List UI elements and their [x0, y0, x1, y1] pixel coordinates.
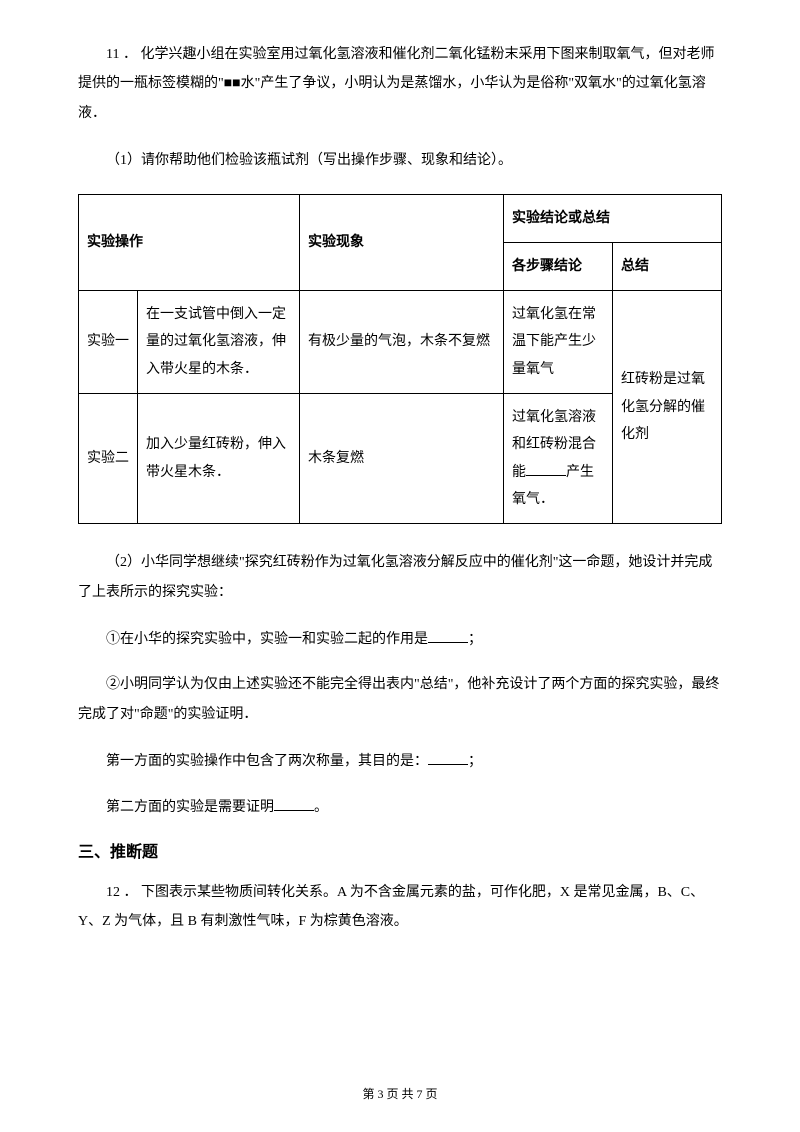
row1-op: 在一支试管中倒入一定量的过氧化氢溶液，伸入带火星的木条．	[138, 291, 300, 394]
q11-sub2-first-a: 第一方面的实验操作中包含了两次称量，其目的是：	[106, 754, 428, 769]
header-op: 实验操作	[79, 194, 300, 291]
blank-fill	[274, 796, 314, 811]
table-header-row: 实验操作 实验现象 实验结论或总结	[79, 194, 722, 242]
q11-sub2-first: 第一方面的实验操作中包含了两次称量，其目的是： ；	[78, 747, 722, 776]
header-summary: 总结	[613, 242, 722, 290]
q11-sub1: （1）请你帮助他们检验该瓶试剂（写出操作步骤、现象和结论）。	[78, 146, 722, 175]
q11-sub2-second-b: 。	[314, 800, 328, 815]
q11-sub2-first-b: ；	[468, 754, 482, 769]
row2-op: 加入少量红砖粉，伸入带火星木条．	[138, 394, 300, 524]
experiment-table: 实验操作 实验现象 实验结论或总结 各步骤结论 总结 实验一 在一支试管中倒入一…	[78, 194, 722, 525]
row2-label: 实验二	[79, 394, 138, 524]
page-container: 11 ． 化学兴趣小组在实验室用过氧化氢溶液和催化剂二氧化锰粉末采用下图来制取氧…	[0, 0, 800, 1132]
section3-heading: 三、推断题	[78, 838, 722, 862]
q11-sub2-item1-a: ①在小华的探究实验中，实验一和实验二起的作用是	[106, 632, 428, 647]
rows-summary: 红砖粉是过氧化氢分解的催化剂	[613, 291, 722, 524]
header-step-conc: 各步骤结论	[504, 242, 613, 290]
header-conclusion-group: 实验结论或总结	[504, 194, 722, 242]
row1-phenom: 有极少量的气泡，木条不复燃	[300, 291, 504, 394]
q11-intro: 11 ． 化学兴趣小组在实验室用过氧化氢溶液和催化剂二氧化锰粉末采用下图来制取氧…	[78, 40, 722, 128]
blank-fill	[428, 628, 468, 643]
row1-label: 实验一	[79, 291, 138, 394]
header-phenom: 实验现象	[300, 194, 504, 291]
table-row: 实验一 在一支试管中倒入一定量的过氧化氢溶液，伸入带火星的木条． 有极少量的气泡…	[79, 291, 722, 394]
page-footer: 第 3 页 共 7 页	[0, 1085, 800, 1102]
q11-sub2-second-a: 第二方面的实验是需要证明	[106, 800, 274, 815]
blank-fill	[428, 750, 468, 765]
q11-sub2-item1: ①在小华的探究实验中，实验一和实验二起的作用是 ；	[78, 625, 722, 654]
blank-fill	[526, 461, 566, 476]
row2-step-conc: 过氧化氢溶液和红砖粉混合能产生氧气．	[504, 394, 613, 524]
q11-sub2-item1-b: ；	[468, 632, 482, 647]
row1-step-conc: 过氧化氢在常温下能产生少量氧气	[504, 291, 613, 394]
q11-sub2-second: 第二方面的实验是需要证明 。	[78, 793, 722, 822]
q11-sub2-item2: ②小明同学认为仅由上述实验还不能完全得出表内"总结"，他补充设计了两个方面的探究…	[78, 670, 722, 729]
q11-sub2-intro: （2）小华同学想继续"探究红砖粉作为过氧化氢溶液分解反应中的催化剂"这一命题，她…	[78, 548, 722, 607]
q12-text: 12 ． 下图表示某些物质间转化关系。A 为不含金属元素的盐，可作化肥，X 是常…	[78, 878, 722, 937]
row2-phenom: 木条复燃	[300, 394, 504, 524]
